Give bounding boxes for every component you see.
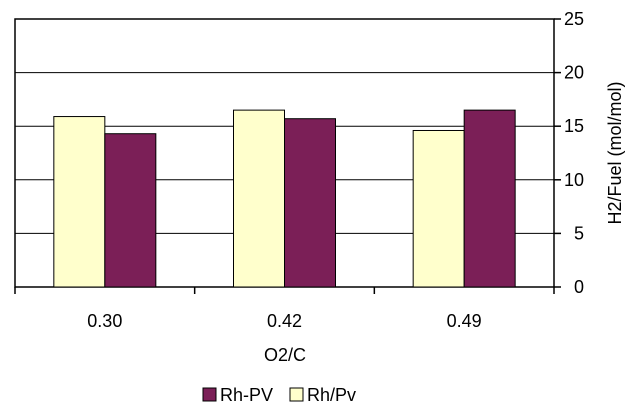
y-tick-label: 0: [574, 277, 584, 297]
y-tick-label: 20: [564, 63, 584, 83]
x-tick-label: 0.30: [87, 311, 122, 331]
legend-swatch-rh-pv: [289, 387, 304, 402]
legend-label-rh-pv: Rh/Pv: [307, 385, 356, 405]
legend-swatch-rh-pv: [202, 387, 217, 402]
legend-label-rh-pv: Rh-PV: [220, 385, 273, 405]
y-axis-title: H2/Fuel (mol/mol): [605, 81, 625, 224]
x-tick-label: 0.42: [267, 311, 302, 331]
bar-rh-pv-0: [104, 133, 157, 288]
y-tick-label: 5: [574, 223, 584, 243]
legend: Rh-PV Rh/Pv: [202, 385, 356, 405]
axes: 0 5 10 15 20 25 0.30 0.42 0.49: [14, 9, 584, 331]
bar-rh-pv-1: [233, 109, 285, 288]
bar-rh-pv-1: [284, 118, 336, 288]
y-tick-label: 10: [564, 170, 584, 190]
bar-rh-pv-2: [463, 109, 516, 288]
x-axis-title: O2/C: [264, 345, 306, 365]
y-tick-label: 25: [564, 9, 584, 29]
bar-rh-pv-2: [412, 129, 465, 288]
bars: [53, 109, 516, 288]
x-tick-label: 0.49: [447, 311, 482, 331]
y-tick-label: 15: [564, 116, 584, 136]
bar-rh-pv-0: [53, 116, 106, 288]
